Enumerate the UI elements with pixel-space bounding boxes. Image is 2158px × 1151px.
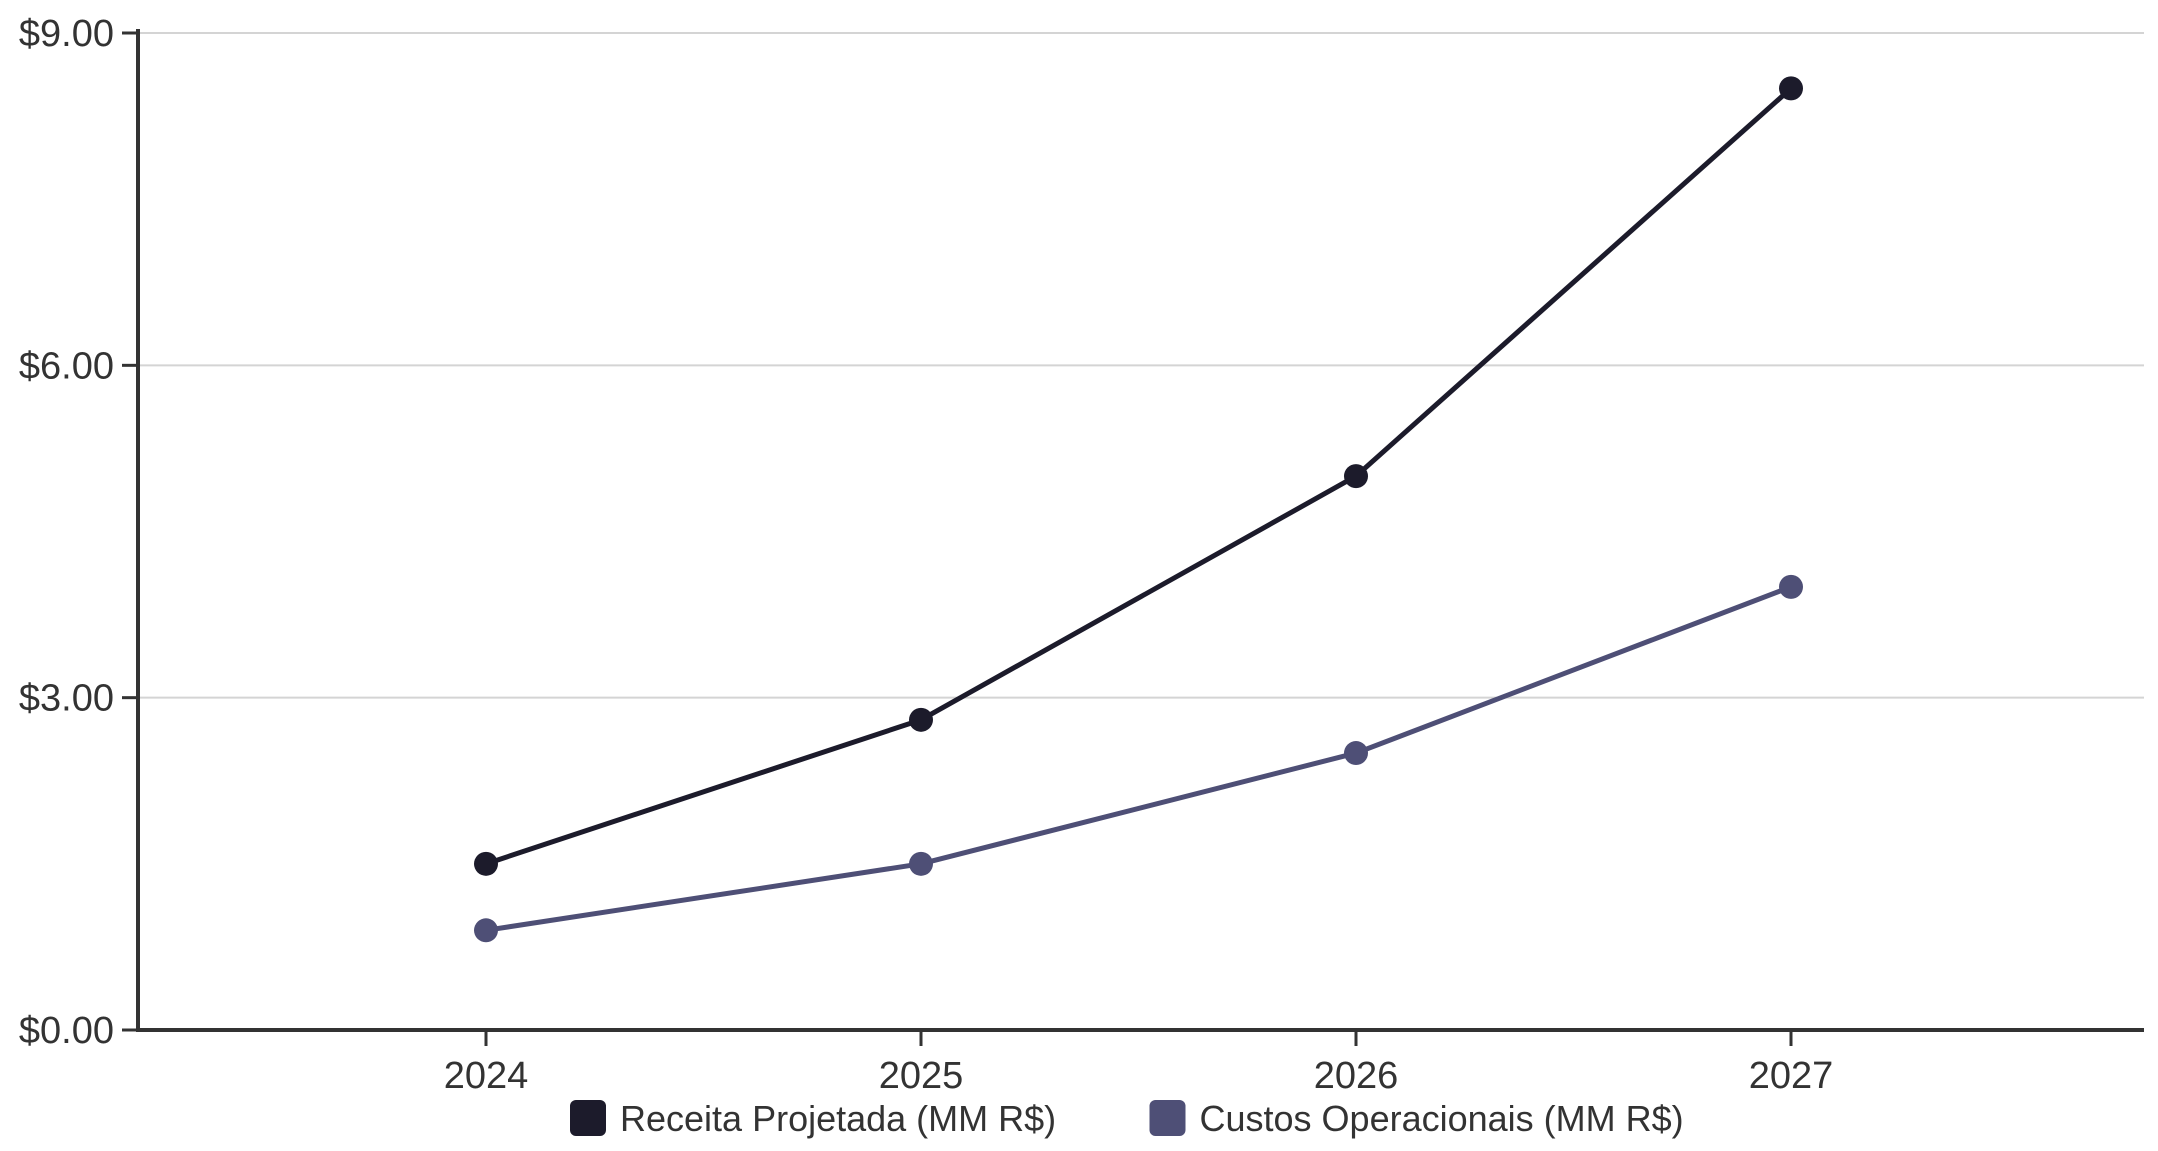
axes: $0.00 $3.00 $6.00 $9.00 2024 2025 2026 2027: [19, 13, 2144, 1097]
legend-swatch: [1149, 1100, 1186, 1136]
data-point-s0-3[interactable]: [1779, 76, 1803, 101]
data-point-s1-0[interactable]: [474, 918, 498, 943]
data-point-s0-1[interactable]: [909, 707, 933, 732]
legend-label: Receita Projetada (MM R$): [620, 1098, 1056, 1139]
x-tick-label: 2025: [879, 1055, 964, 1097]
y-tick-label: $6.00: [19, 345, 114, 387]
data-point-s1-3[interactable]: [1779, 574, 1803, 599]
data-point-s1-2[interactable]: [1344, 741, 1368, 766]
y-tick-label: $0.00: [19, 1010, 114, 1052]
legend-item-0[interactable]: Receita Projetada (MM R$): [570, 1098, 1056, 1139]
legend-swatch: [570, 1100, 606, 1136]
data-point-s0-2[interactable]: [1344, 464, 1368, 489]
data-point-s0-0[interactable]: [474, 851, 498, 876]
y-tick-label: $9.00: [19, 13, 114, 55]
legend-label: Custos Operacionais (MM R$): [1200, 1098, 1684, 1139]
data-point-s1-1[interactable]: [909, 851, 933, 876]
series-group: [474, 76, 1803, 943]
series-line-0: [485, 86, 1793, 867]
legend: Receita Projetada (MM R$) Custos Operacio…: [570, 1098, 1684, 1139]
x-tick-label: 2027: [1749, 1055, 1834, 1097]
gridlines: [138, 32, 2144, 699]
legend-item-1[interactable]: Custos Operacionais (MM R$): [1149, 1098, 1684, 1139]
x-tick-label: 2026: [1314, 1055, 1399, 1097]
series-line-1: [485, 584, 1792, 933]
x-tick-label: 2024: [444, 1055, 529, 1097]
y-tick-label: $3.00: [19, 678, 114, 720]
